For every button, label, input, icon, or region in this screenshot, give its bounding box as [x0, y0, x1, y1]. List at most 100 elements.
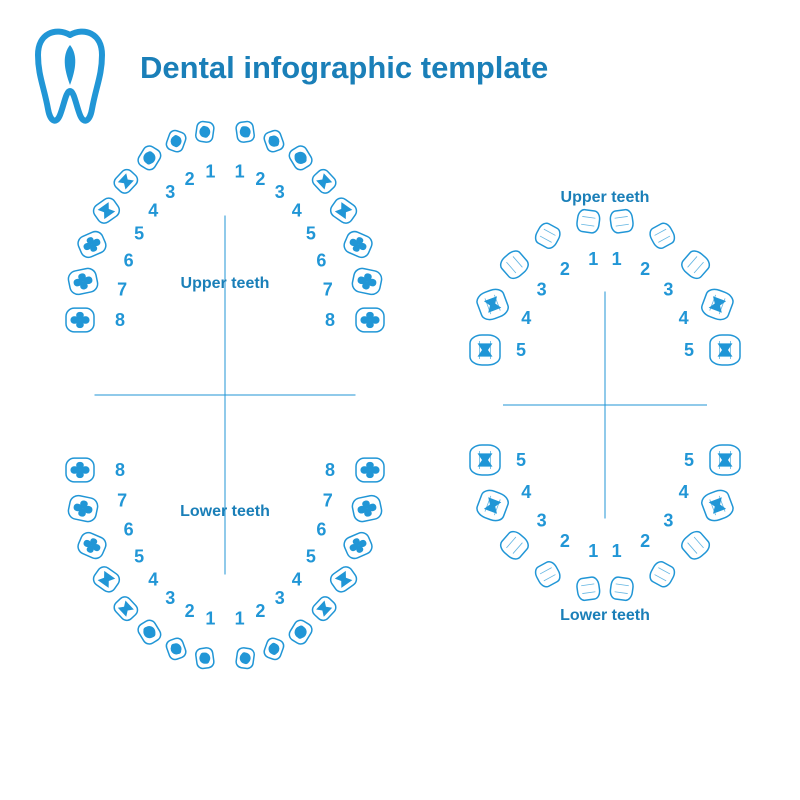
tooth-number: 2	[255, 169, 265, 189]
tooth-number: 6	[124, 250, 134, 270]
page-title: Dental infographic template	[140, 50, 548, 85]
tooth	[91, 564, 122, 594]
tooth	[328, 564, 359, 594]
tooth	[235, 121, 255, 143]
tooth	[136, 618, 163, 647]
tooth	[710, 335, 740, 365]
tooth	[66, 458, 94, 482]
tooth-number: 3	[275, 588, 285, 608]
child-lower-label: Lower teeth	[560, 607, 650, 624]
tooth-number: 5	[684, 450, 694, 470]
tooth	[76, 229, 109, 260]
tooth-number: 8	[325, 310, 335, 330]
tooth-number: 5	[134, 546, 144, 566]
tooth-number: 2	[640, 531, 650, 551]
tooth-number: 4	[521, 308, 531, 328]
tooth-number: 4	[679, 308, 689, 328]
tooth	[67, 267, 99, 296]
tooth	[351, 267, 383, 296]
tooth	[533, 559, 563, 589]
tooth	[356, 308, 384, 332]
tooth-number: 2	[640, 259, 650, 279]
tooth-number: 5	[134, 224, 144, 244]
tooth-number: 2	[185, 601, 195, 621]
tooth	[699, 286, 735, 322]
tooth-number: 3	[275, 182, 285, 202]
tooth	[647, 221, 677, 251]
tooth	[76, 530, 109, 561]
tooth	[328, 195, 359, 225]
tooth-number: 5	[306, 546, 316, 566]
dental-infographic: Dental infographic template1234567812345…	[0, 0, 800, 800]
tooth-number: 6	[316, 520, 326, 540]
tooth-number: 7	[117, 490, 127, 510]
tooth-number: 2	[560, 259, 570, 279]
tooth	[498, 248, 532, 282]
tooth	[263, 129, 286, 154]
tooth-number: 5	[684, 340, 694, 360]
tooth-number: 2	[255, 601, 265, 621]
tooth-number: 7	[323, 490, 333, 510]
tooth	[342, 530, 375, 561]
tooth-number: 5	[516, 450, 526, 470]
tooth-number: 3	[663, 510, 673, 530]
tooth-number: 4	[679, 482, 689, 502]
tooth-number: 1	[588, 249, 598, 269]
tooth-number: 8	[115, 460, 125, 480]
tooth	[136, 144, 163, 173]
tooth	[310, 167, 339, 196]
tooth-number: 2	[185, 169, 195, 189]
tooth-number: 4	[521, 482, 531, 502]
tooth-number: 8	[115, 310, 125, 330]
tooth-number: 6	[316, 250, 326, 270]
tooth	[470, 335, 500, 365]
adult-lower-label: Lower teeth	[180, 503, 270, 520]
tooth-number: 8	[325, 460, 335, 480]
tooth-number: 1	[235, 609, 245, 629]
tooth-number: 3	[537, 280, 547, 300]
tooth	[91, 195, 122, 225]
tooth-number: 6	[124, 520, 134, 540]
tooth-number: 1	[205, 161, 215, 181]
tooth	[647, 559, 677, 589]
tooth	[475, 286, 511, 322]
tooth	[470, 445, 500, 475]
tooth	[287, 144, 314, 173]
tooth-number: 3	[663, 280, 673, 300]
tooth	[475, 488, 511, 524]
tooth	[67, 494, 99, 523]
child-upper-label: Upper teeth	[561, 189, 650, 206]
tooth	[112, 167, 141, 196]
tooth-number: 4	[292, 569, 302, 589]
tooth	[576, 209, 601, 234]
tooth	[679, 528, 713, 562]
tooth	[710, 445, 740, 475]
tooth-number: 3	[165, 182, 175, 202]
tooth	[195, 121, 215, 143]
tooth	[195, 647, 215, 669]
tooth	[235, 647, 255, 669]
tooth-number: 5	[516, 340, 526, 360]
tooth	[679, 248, 713, 282]
tooth	[356, 458, 384, 482]
tooth-number: 1	[588, 541, 598, 561]
tooth-number: 4	[148, 569, 158, 589]
tooth-number: 3	[165, 588, 175, 608]
tooth	[533, 221, 563, 251]
tooth	[263, 637, 286, 662]
tooth-number: 1	[205, 609, 215, 629]
tooth	[609, 209, 634, 234]
tooth-number: 4	[292, 201, 302, 221]
tooth	[310, 594, 339, 623]
tooth	[165, 129, 188, 154]
tooth	[576, 576, 601, 601]
tooth	[609, 576, 634, 601]
adult-upper-label: Upper teeth	[181, 275, 270, 292]
tooth	[699, 488, 735, 524]
tooth	[112, 594, 141, 623]
tooth-number: 2	[560, 531, 570, 551]
tooth-number: 4	[148, 201, 158, 221]
tooth	[342, 229, 375, 260]
tooth	[287, 618, 314, 647]
tooth-number: 3	[537, 510, 547, 530]
